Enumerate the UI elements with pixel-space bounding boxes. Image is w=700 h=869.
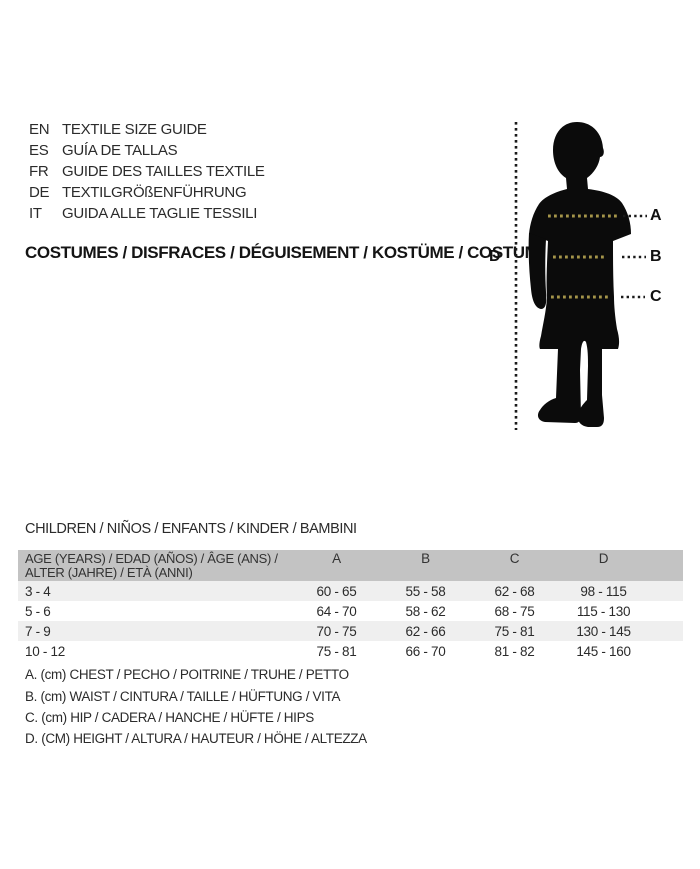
- language-row-it: IT GUIDA ALLE TAGLIE TESSILI: [29, 203, 265, 224]
- figure-label-c: C: [650, 288, 662, 305]
- column-header-c: C: [509, 551, 520, 566]
- value-cell-a: 75 - 81: [316, 643, 357, 659]
- figure-label-b: B: [650, 248, 662, 265]
- measurement-figure: A B C D: [480, 100, 700, 445]
- figure-label-d: D: [489, 248, 501, 265]
- language-row-de: DE TEXTILGRÖßENFÜHRUNG: [29, 182, 265, 203]
- language-label: GUIDA ALLE TAGLIE TESSILI: [62, 205, 258, 222]
- value-cell-c: 75 - 81: [494, 623, 535, 639]
- age-header-line2: ALTER (JAHRE) / ETÀ (ANNI): [25, 564, 193, 580]
- value-cell-a: 60 - 65: [316, 583, 357, 599]
- language-code: ES: [29, 142, 49, 159]
- age-column-header: AGE (YEARS) / EDAD (AÑOS) / ÂGE (ANS) / …: [18, 550, 292, 581]
- column-header-a: A: [332, 551, 341, 566]
- legend-line-a: A. (cm) CHEST / PECHO / POITRINE / TRUHE…: [25, 667, 349, 683]
- table-row: 7 - 9 70 - 75 62 - 66 75 - 81 130 - 145: [18, 621, 683, 641]
- page-title: COSTUMES / DISFRACES / DÉGUISEMENT / KOS…: [25, 243, 543, 262]
- table-row: 5 - 6 64 - 70 58 - 62 68 - 75 115 - 130: [18, 601, 683, 621]
- legend-line-d: D. (CM) HEIGHT / ALTURA / HAUTEUR / HÖHE…: [25, 731, 367, 747]
- age-cell: 10 - 12: [25, 643, 65, 659]
- measurement-legend: A. (cm) CHEST / PECHO / POITRINE / TRUHE…: [25, 664, 367, 750]
- value-cell-a: 64 - 70: [316, 603, 357, 619]
- language-list: EN TEXTILE SIZE GUIDE ES GUÍA DE TALLAS …: [29, 119, 265, 224]
- language-code: DE: [29, 184, 50, 201]
- size-table-header: AGE (YEARS) / EDAD (AÑOS) / ÂGE (ANS) / …: [18, 550, 683, 581]
- language-code: EN: [29, 121, 50, 138]
- language-code: IT: [29, 205, 42, 222]
- language-label: TEXTILGRÖßENFÜHRUNG: [62, 184, 247, 201]
- column-header-b: B: [421, 551, 430, 566]
- section-title-children: CHILDREN / NIÑOS / ENFANTS / KINDER / BA…: [25, 521, 357, 537]
- child-silhouette-arm: [528, 233, 547, 309]
- table-row: 10 - 12 75 - 81 66 - 70 81 - 82 145 - 16…: [18, 641, 683, 661]
- legend-line-c: C. (cm) HIP / CADERA / HANCHE / HÜFTE / …: [25, 709, 314, 725]
- age-cell: 7 - 9: [25, 623, 51, 639]
- column-header-d: D: [598, 551, 609, 566]
- value-cell-c: 81 - 82: [494, 643, 535, 659]
- child-silhouette: [529, 122, 631, 427]
- age-cell: 3 - 4: [25, 583, 51, 599]
- value-cell-b: 58 - 62: [405, 603, 446, 619]
- value-cell-c: 68 - 75: [494, 603, 535, 619]
- value-cell-c: 62 - 68: [494, 583, 535, 599]
- size-table: AGE (YEARS) / EDAD (AÑOS) / ÂGE (ANS) / …: [18, 550, 683, 661]
- table-row: 3 - 4 60 - 65 55 - 58 62 - 68 98 - 115: [18, 581, 683, 601]
- value-cell-d: 115 - 130: [576, 603, 631, 619]
- legend-line-b: B. (cm) WAIST / CINTURA / TAILLE / HÜFTU…: [25, 688, 341, 704]
- language-row-en: EN TEXTILE SIZE GUIDE: [29, 119, 265, 140]
- value-cell-b: 66 - 70: [405, 643, 446, 659]
- language-row-es: ES GUÍA DE TALLAS: [29, 140, 265, 161]
- value-cell-b: 62 - 66: [405, 623, 446, 639]
- language-code: FR: [29, 163, 49, 180]
- age-header-line1: AGE (YEARS) / EDAD (AÑOS) / ÂGE (ANS) /: [25, 551, 278, 566]
- child-silhouette-graphic: [514, 122, 647, 430]
- value-cell-d: 130 - 145: [576, 623, 631, 639]
- value-cell-d: 98 - 115: [580, 583, 627, 599]
- value-cell-a: 70 - 75: [316, 623, 357, 639]
- language-label: GUIDE DES TAILLES TEXTILE: [62, 163, 265, 180]
- language-label: GUÍA DE TALLAS: [62, 142, 178, 159]
- figure-label-a: A: [650, 207, 662, 224]
- age-cell: 5 - 6: [25, 603, 51, 619]
- language-label: TEXTILE SIZE GUIDE: [62, 121, 207, 138]
- value-cell-b: 55 - 58: [405, 583, 446, 599]
- language-row-fr: FR GUIDE DES TAILLES TEXTILE: [29, 161, 265, 182]
- value-cell-d: 145 - 160: [576, 643, 631, 659]
